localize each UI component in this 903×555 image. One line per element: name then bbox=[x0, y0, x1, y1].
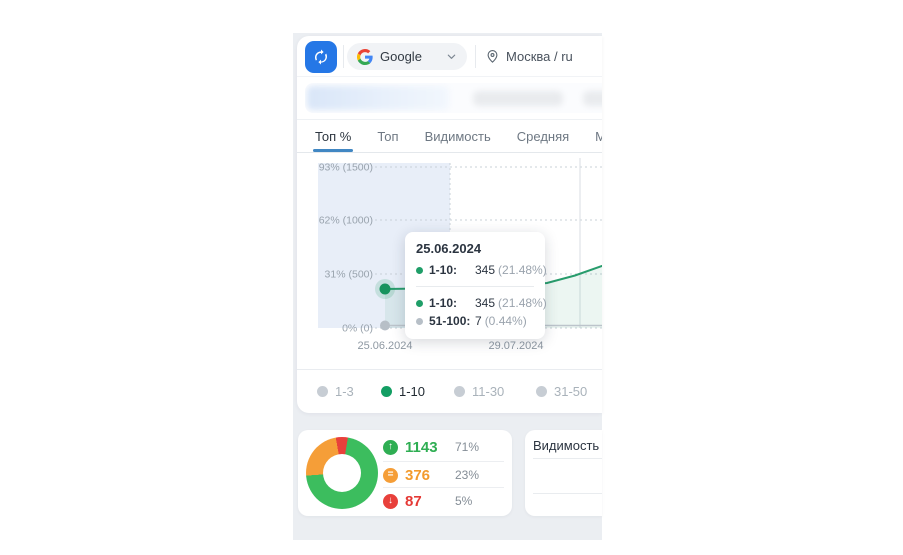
project-bar-blurred[interactable] bbox=[305, 83, 602, 113]
visibility-card-title: Видимость bbox=[533, 438, 600, 453]
tooltip-hover-row: 1-10: 345 (21.48%) bbox=[416, 261, 547, 279]
legend-dot-icon bbox=[381, 385, 392, 397]
tooltip-label: 1-10: bbox=[429, 296, 458, 310]
tab-label: Топ % bbox=[315, 128, 352, 144]
tooltip-label: 51-100: bbox=[429, 314, 471, 328]
tab-label: Видимость bbox=[424, 128, 491, 144]
region-selector[interactable]: Москва / ru bbox=[485, 36, 573, 77]
legend-label: 1-10 bbox=[399, 383, 426, 399]
search-engine-label: Google bbox=[380, 49, 422, 64]
divider bbox=[383, 487, 504, 488]
series-dot-icon bbox=[416, 299, 423, 307]
divider bbox=[297, 119, 602, 120]
positions-summary-card: ↑ 1143 71% = 376 23% ↓ 87 5% bbox=[298, 430, 512, 516]
metric-tabs: Топ % Топ Видимость Средняя Медиана bbox=[297, 120, 602, 153]
tab-visibility[interactable]: Видимость bbox=[425, 120, 491, 152]
stat-row-down[interactable]: ↓ 87 5% bbox=[383, 488, 504, 514]
arrow-down-icon: ↓ bbox=[383, 493, 398, 509]
divider bbox=[533, 493, 602, 494]
divider bbox=[475, 45, 476, 68]
divider bbox=[343, 45, 344, 68]
tooltip-percent: (21.48%) bbox=[498, 263, 547, 277]
stat-percent: 5% bbox=[455, 494, 473, 508]
blurred-text bbox=[473, 91, 563, 106]
stat-row-same[interactable]: = 376 23% bbox=[383, 462, 504, 488]
y-tick-label: 93% (1500) bbox=[319, 162, 373, 174]
chart-tooltip: 25.06.2024 1-10: 345 (21.48%) 1-10: 345 … bbox=[405, 232, 547, 339]
tooltip-date: 25.06.2024 bbox=[416, 241, 482, 256]
legend-item-31-50[interactable]: 31-50 bbox=[536, 383, 587, 399]
divider bbox=[297, 369, 602, 370]
tab-median[interactable]: Медиана bbox=[595, 120, 602, 152]
tooltip-row: 1-10: 345 (21.48%) bbox=[416, 294, 547, 312]
x-tick-label: 25.06.2024 bbox=[357, 340, 412, 352]
data-point-1-10[interactable] bbox=[379, 283, 391, 295]
positions-donut-chart[interactable] bbox=[306, 437, 378, 509]
series-dot-icon bbox=[416, 266, 423, 274]
blurred-text bbox=[583, 91, 602, 106]
tooltip-value: 7 bbox=[475, 314, 482, 328]
legend-dot-icon bbox=[317, 385, 328, 397]
tab-average[interactable]: Средняя bbox=[517, 120, 569, 152]
tooltip-percent: (21.48%) bbox=[498, 296, 547, 310]
y-tick-label: 31% (500) bbox=[325, 269, 373, 281]
visibility-card: Видимость bbox=[525, 430, 602, 516]
refresh-button[interactable] bbox=[305, 41, 337, 73]
sync-icon bbox=[312, 48, 330, 66]
legend-item-1-10[interactable]: 1-10 bbox=[381, 383, 425, 399]
arrow-up-icon: ↑ bbox=[383, 439, 398, 455]
stat-value: 87 bbox=[405, 492, 422, 510]
tooltip-row: 51-100: 7 (0.44%) bbox=[416, 312, 534, 330]
legend-label: 1-3 bbox=[335, 383, 354, 399]
stat-percent: 23% bbox=[455, 468, 480, 482]
region-label: Москва / ru bbox=[506, 49, 573, 64]
legend-item-11-30[interactable]: 11-30 bbox=[454, 383, 504, 399]
tooltip-percent: (0.44%) bbox=[484, 314, 527, 328]
legend-dot-icon bbox=[536, 385, 547, 397]
tooltip-value: 345 bbox=[475, 263, 496, 277]
y-tick-label: 0% (0) bbox=[342, 323, 373, 335]
series-dot-icon bbox=[416, 317, 423, 325]
tab-label: Топ bbox=[377, 128, 399, 144]
blurred-project-name bbox=[307, 86, 449, 110]
tooltip-label: 1-10: bbox=[429, 263, 458, 277]
tab-top-percent[interactable]: Топ % bbox=[312, 120, 354, 152]
tooltip-value: 345 bbox=[475, 296, 496, 310]
x-tick-label: 29.07.2024 bbox=[488, 340, 543, 352]
legend-item-1-3[interactable]: 1-3 bbox=[317, 383, 354, 399]
location-pin-icon bbox=[485, 49, 500, 64]
stat-value: 376 bbox=[405, 466, 431, 484]
stat-percent: 71% bbox=[455, 440, 480, 454]
chevron-down-icon bbox=[446, 51, 457, 62]
y-tick-label: 62% (1000) bbox=[319, 215, 373, 227]
tab-top[interactable]: Топ bbox=[377, 120, 398, 152]
equal-icon: = bbox=[383, 467, 398, 483]
stat-row-up[interactable]: ↑ 1143 71% bbox=[383, 434, 504, 460]
legend-label: 11-30 bbox=[472, 383, 505, 399]
google-logo-icon bbox=[357, 48, 373, 65]
divider bbox=[416, 286, 534, 287]
search-engine-select[interactable]: Google bbox=[347, 43, 467, 70]
data-point-51-100[interactable] bbox=[380, 320, 390, 331]
stat-value: 1143 bbox=[405, 438, 438, 456]
divider bbox=[383, 461, 504, 462]
divider bbox=[533, 458, 602, 459]
chart-card: Google Москва / ru Топ % Топ Видимость bbox=[297, 36, 602, 413]
legend-label: 31-50 bbox=[554, 383, 588, 399]
card-header: Google Москва / ru bbox=[297, 36, 602, 77]
tab-label: Средняя bbox=[516, 128, 570, 144]
legend-dot-icon bbox=[454, 385, 465, 397]
tab-label: Медиана bbox=[595, 129, 602, 144]
